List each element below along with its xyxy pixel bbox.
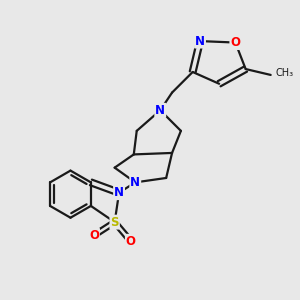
Text: N: N [155, 104, 165, 117]
Text: S: S [110, 216, 119, 229]
Text: CH₃: CH₃ [275, 68, 293, 79]
Text: N: N [130, 176, 140, 189]
Text: O: O [126, 235, 136, 248]
Text: O: O [230, 36, 240, 49]
Text: N: N [195, 34, 205, 48]
Text: N: N [114, 186, 124, 199]
Text: O: O [89, 229, 99, 242]
